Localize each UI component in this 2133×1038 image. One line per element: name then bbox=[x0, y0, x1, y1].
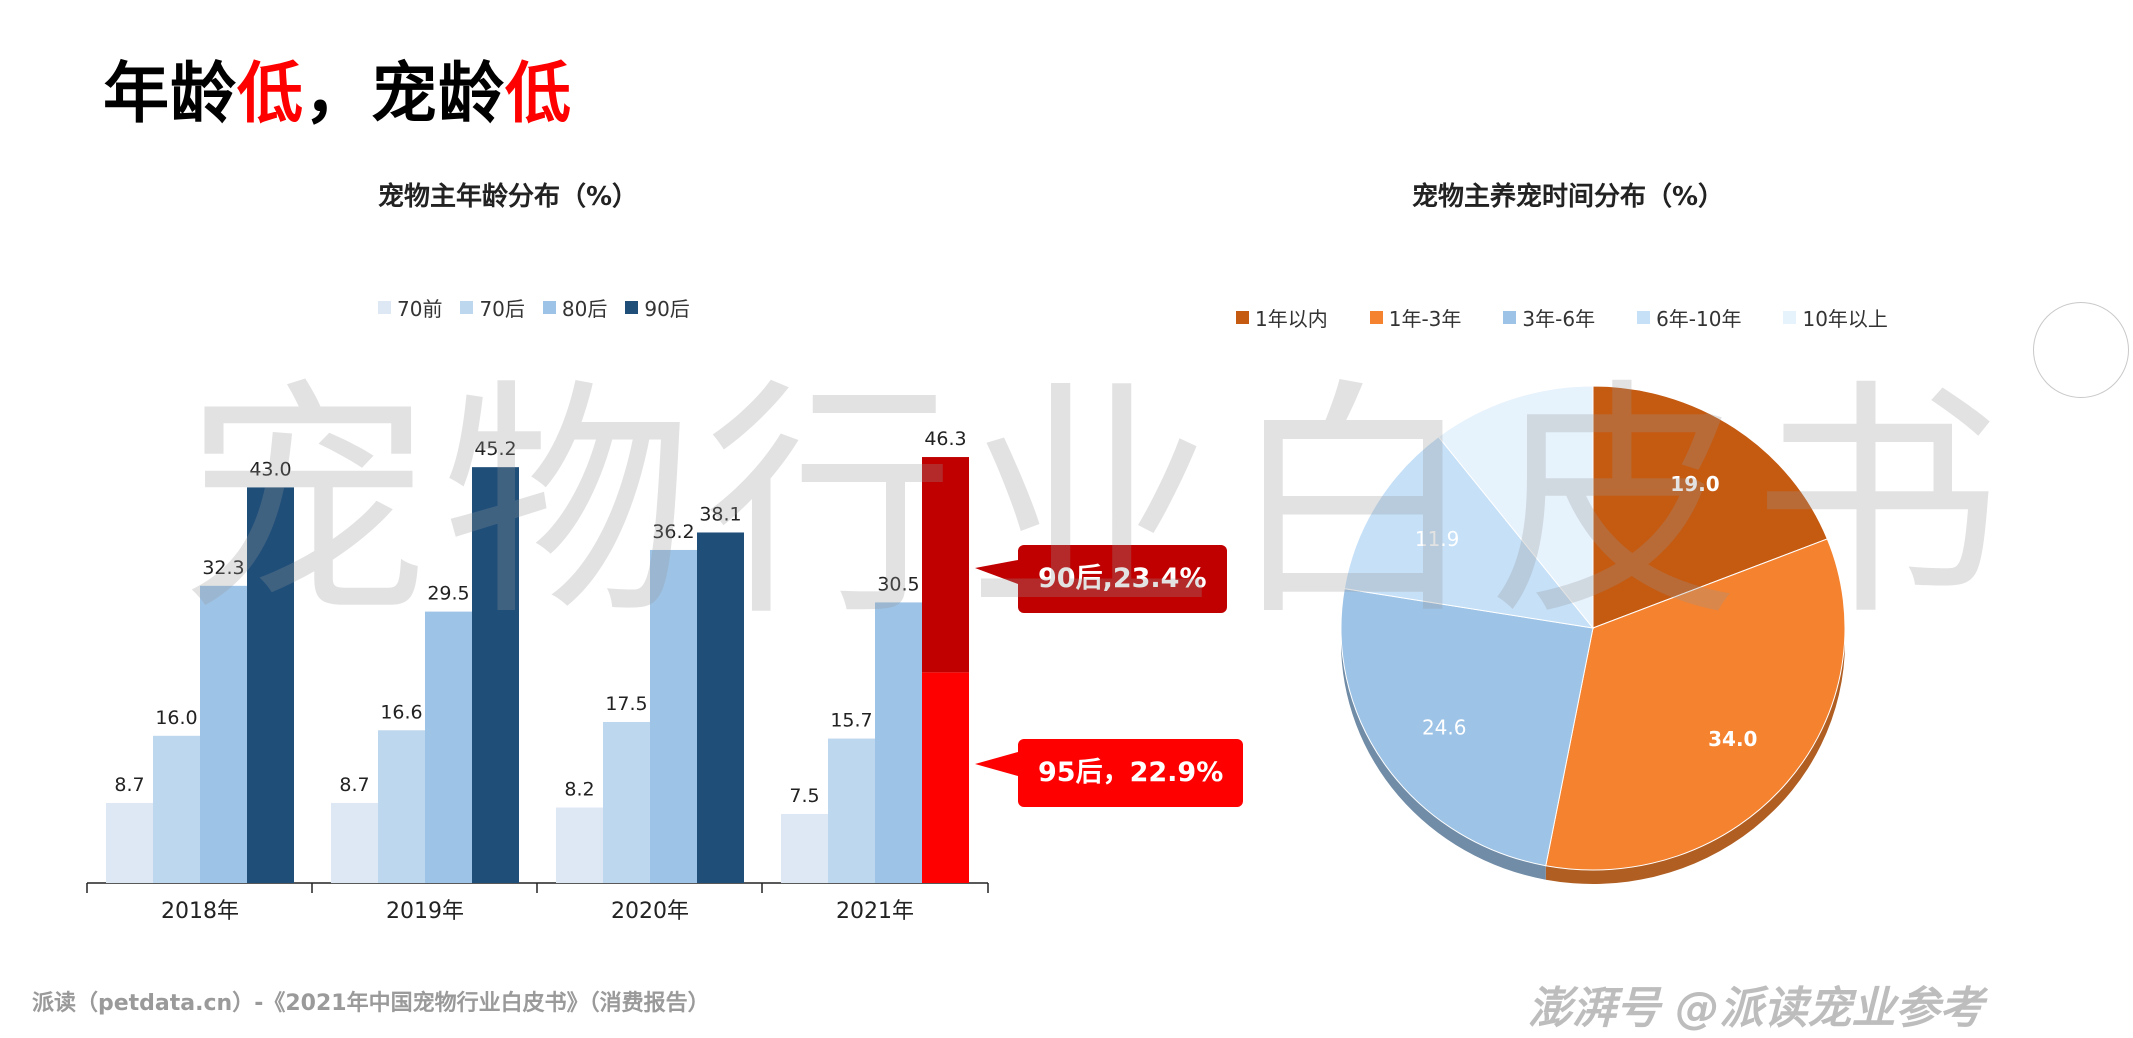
pie-data-label: 11.9 bbox=[1415, 527, 1460, 551]
bar-90后-2020年 bbox=[697, 532, 744, 883]
bar-70后-2021年 bbox=[828, 738, 875, 883]
legend-label: 3年-6年 bbox=[1522, 307, 1596, 331]
bar-90后-2018年 bbox=[247, 487, 294, 883]
bar-80后-2019年 bbox=[425, 611, 472, 883]
legend-swatch bbox=[460, 301, 474, 314]
legend-item-90后: 90后 bbox=[625, 293, 690, 322]
source-note: 派读（petdata.cn）-《2021年中国宠物行业白皮书》（消费报告） bbox=[32, 991, 710, 1016]
callout-95s: 95后，22.9% bbox=[1018, 739, 1244, 807]
bar-data-label: 45.2 bbox=[474, 438, 516, 460]
bar-data-label: 36.2 bbox=[652, 521, 694, 543]
brand-watermark: 澎湃号 @派读宠业参考 bbox=[1528, 983, 1984, 1034]
bar-data-label: 29.5 bbox=[427, 583, 469, 605]
pie-data-label: 19.0 bbox=[1670, 472, 1719, 496]
legend-swatch bbox=[378, 301, 391, 314]
legend-label: 1年-3年 bbox=[1388, 307, 1462, 331]
bar-data-label: 43.0 bbox=[249, 458, 291, 480]
bar-data-label: 7.5 bbox=[789, 785, 819, 807]
title-part-2: 低 bbox=[237, 55, 304, 132]
pie-slice-10年以上 bbox=[1437, 385, 1594, 630]
legend-label: 10年以上 bbox=[1802, 307, 1888, 331]
legend-swatch bbox=[625, 301, 639, 314]
legend-item-70后: 70后 bbox=[460, 293, 525, 322]
bar-segment-95s bbox=[922, 672, 969, 883]
bar-70后-2020年 bbox=[603, 722, 650, 883]
x-tick-label: 2021年 bbox=[836, 899, 914, 924]
bar-70前-2018年 bbox=[106, 802, 153, 883]
bar-chart-legend: 70前 70后 80后 90后 bbox=[378, 293, 708, 322]
bar-70前-2021年 bbox=[781, 814, 828, 883]
bar-segment-90s bbox=[922, 457, 969, 673]
page-title: 年龄低，宠龄低 bbox=[103, 40, 572, 136]
pie-data-label: 34.0 bbox=[1708, 727, 1757, 751]
legend-swatch bbox=[1783, 311, 1797, 324]
floating-circle-button[interactable] bbox=[2033, 302, 2129, 398]
x-tick-label: 2019年 bbox=[386, 899, 464, 924]
pie-slice-1年-3年 bbox=[1545, 538, 1846, 871]
legend-swatch bbox=[1503, 311, 1517, 324]
bar-70后-2018年 bbox=[153, 735, 200, 883]
bar-80后-2021年 bbox=[875, 602, 922, 883]
legend-swatch bbox=[1637, 311, 1651, 324]
bar-data-label: 8.7 bbox=[339, 774, 369, 796]
pie-side-2 bbox=[1341, 628, 1546, 880]
pie-data-label: 24.6 bbox=[1422, 716, 1467, 740]
pie-slice-6年-10年 bbox=[1343, 436, 1595, 629]
bar-data-label: 8.2 bbox=[564, 779, 594, 801]
title-part-1: 年龄 bbox=[103, 55, 237, 132]
callout-90s-pointer bbox=[975, 560, 1018, 584]
legend-label: 80后 bbox=[561, 297, 608, 321]
legend-item-1-3years: 1年-3年 bbox=[1369, 303, 1462, 332]
pie-chart-title: 宠物主养宠时间分布（%） bbox=[1412, 182, 1725, 212]
bar-data-label: 32.3 bbox=[202, 557, 244, 579]
legend-item-3-6years: 3年-6年 bbox=[1503, 303, 1595, 332]
bar-80后-2020年 bbox=[650, 549, 697, 883]
legend-item-80后: 80后 bbox=[542, 293, 608, 322]
bar-data-label: 30.5 bbox=[877, 573, 919, 595]
pie-slice-3年-6年 bbox=[1340, 588, 1594, 867]
legend-label: 70前 bbox=[397, 297, 443, 321]
bar-70后-2019年 bbox=[378, 730, 425, 883]
bar-data-label: 15.7 bbox=[830, 710, 872, 732]
legend-swatch bbox=[1236, 311, 1249, 324]
bar-80后-2018年 bbox=[200, 585, 247, 883]
callout-90s: 90后,23.4% bbox=[1018, 545, 1227, 613]
bar-70前-2020年 bbox=[556, 807, 603, 883]
bar-data-label: 46.3 bbox=[924, 428, 966, 450]
bar-90后-2019年 bbox=[472, 467, 519, 883]
legend-swatch bbox=[1369, 311, 1383, 324]
legend-item-1year: 1年以内 bbox=[1236, 303, 1328, 332]
pie-chart-legend: 1年以内 1年-3年 3年-6年 6年-10年 10年以上 bbox=[1236, 303, 1930, 332]
legend-item-10plus: 10年以上 bbox=[1783, 303, 1888, 332]
x-tick-label: 2018年 bbox=[161, 899, 239, 924]
bar-data-label: 38.1 bbox=[699, 503, 741, 525]
title-part-3: ，宠龄 bbox=[304, 55, 505, 132]
legend-item-6-10years: 6年-10年 bbox=[1637, 303, 1741, 332]
bar-data-label: 8.7 bbox=[114, 774, 144, 796]
bar-70前-2019年 bbox=[331, 802, 378, 883]
legend-swatch bbox=[542, 301, 556, 314]
legend-label: 6年-10年 bbox=[1656, 307, 1742, 331]
legend-label: 90后 bbox=[644, 297, 690, 321]
legend-item-70前: 70前 bbox=[378, 293, 442, 322]
callout-95s-pointer bbox=[975, 752, 1018, 776]
pie-slice-1年以内 bbox=[1592, 385, 1828, 629]
legend-label: 1年以内 bbox=[1255, 307, 1328, 331]
legend-label: 70后 bbox=[479, 297, 525, 321]
bar-data-label: 16.6 bbox=[380, 701, 422, 723]
title-part-4: 低 bbox=[505, 55, 572, 132]
bar-data-label: 16.0 bbox=[155, 707, 197, 729]
bar-chart-title: 宠物主年龄分布（%） bbox=[378, 182, 639, 212]
bar-data-label: 17.5 bbox=[605, 693, 647, 715]
x-tick-label: 2020年 bbox=[611, 899, 689, 924]
